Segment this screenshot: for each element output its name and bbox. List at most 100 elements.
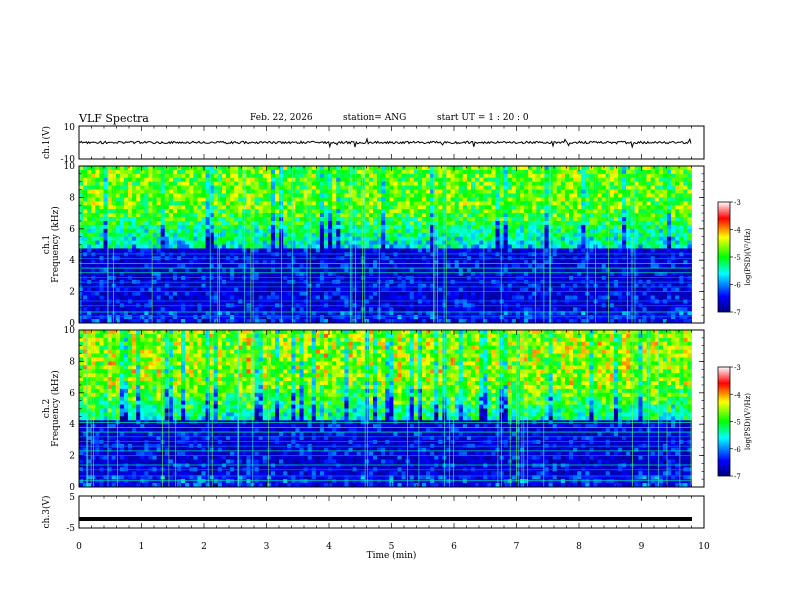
ch1-spectrogram-cell xyxy=(230,315,235,320)
ch1-spectrogram-cell xyxy=(479,220,484,226)
ch1-spectrogram-cell xyxy=(585,213,590,218)
ch1-spectrogram-cell xyxy=(507,299,513,304)
ch1-spectrogram-cell xyxy=(246,177,251,183)
ch1-spectrogram-cell xyxy=(213,268,219,273)
ch1-spectrogram-cell xyxy=(262,311,268,316)
ch1-spectrogram-cell xyxy=(144,220,149,226)
ch1-spectrogram-cell xyxy=(336,299,341,304)
ch1-spectrogram-cell xyxy=(234,268,239,273)
ch1-spectrogram-cell xyxy=(454,248,460,253)
ch1-spectrogram-cell xyxy=(373,268,378,273)
ch1-spectrogram-cell xyxy=(434,224,439,230)
ch1-spectrogram-cell xyxy=(172,205,178,210)
ch1-spectrogram-cell xyxy=(581,181,586,187)
ch1-spectrogram-cell xyxy=(499,295,505,300)
ch1-spectrogram-cell xyxy=(352,166,358,171)
ch1-spectrogram-cell xyxy=(99,244,104,249)
ch1-spectrogram-cell xyxy=(128,260,133,265)
ch1-spectrogram-cell xyxy=(295,271,300,277)
ch1-spectrogram-cell xyxy=(564,217,570,222)
ch1-spectrogram-cell xyxy=(238,260,243,265)
ch1-spectrogram-cell xyxy=(483,311,488,316)
ch1-spectrogram-cell xyxy=(417,275,423,281)
ch1-spectrogram-cell xyxy=(295,197,300,202)
ch1-spectrogram-cell xyxy=(123,232,129,238)
ch1-spectrogram-cell xyxy=(246,268,251,273)
ch1-spectrogram-cell xyxy=(177,193,182,198)
ch1-spectrogram-cell xyxy=(487,228,492,234)
ch1-spectrogram-cell xyxy=(319,205,325,210)
ch1-spectrogram-cell xyxy=(209,224,215,230)
ch1-spectrogram-cell xyxy=(548,287,554,293)
ch1-spectrogram-cell xyxy=(503,205,509,210)
ch1-spectrogram-cell xyxy=(91,197,96,202)
ch1-spectrogram-cell xyxy=(254,205,260,210)
ch1-spectrogram-cell xyxy=(140,220,145,226)
ch1-spectrogram-cell xyxy=(348,319,353,324)
ch1-spectrogram-cell xyxy=(536,224,541,230)
ch1-spectrogram-cell xyxy=(438,264,443,269)
ch1-spectrogram-cell xyxy=(328,311,333,316)
ch1-spectrogram-cell xyxy=(368,271,374,277)
ch1-spectrogram-cell xyxy=(454,252,460,257)
ch1-spectrogram-cell xyxy=(291,283,296,289)
ch1-spectrogram-cell xyxy=(364,181,370,187)
ch1-spectrogram-cell xyxy=(201,224,206,230)
ch1-spectrogram-cell xyxy=(552,315,558,320)
ch1-spectrogram-cell xyxy=(156,295,162,300)
ch1-spectrogram-cell xyxy=(548,248,554,253)
ch1-spectrogram-cell xyxy=(291,213,296,218)
ch1-spectrogram-cell xyxy=(115,173,121,179)
ch1-spectrogram-cell xyxy=(446,299,451,304)
ch1-spectrogram-cell xyxy=(193,193,198,198)
ch1-spectrogram-cell xyxy=(213,193,219,198)
ch1-spectrogram-cell xyxy=(238,271,243,277)
ch1-spectrogram-cell xyxy=(520,181,525,187)
ch1-spectrogram-cell xyxy=(466,307,472,312)
ch1-spectrogram-cell xyxy=(364,248,370,253)
ch1-spectrogram-cell xyxy=(556,236,562,241)
ch1-spectrogram-cell xyxy=(189,283,194,289)
ch1-spectrogram-cell xyxy=(311,291,317,296)
ch1-spectrogram-cell xyxy=(397,213,402,218)
ch1-spectrogram-cell xyxy=(128,232,133,238)
ch1-spectrogram-cell xyxy=(140,189,145,194)
ch1-spectrogram-cell xyxy=(368,224,374,230)
ch1-spectrogram-cell xyxy=(258,232,264,238)
ch1-spectrogram-cell xyxy=(495,264,500,269)
ch1-spectrogram-cell xyxy=(569,173,574,179)
ch1-spectrogram-cell xyxy=(336,287,341,293)
ch1-spectrogram-cell xyxy=(328,213,333,218)
ch1-spectrogram-cell xyxy=(152,311,157,316)
ch1-spectrogram-cell xyxy=(430,228,435,234)
ch1-spectrogram-cell xyxy=(413,166,419,171)
ch1-spectrogram-cell xyxy=(438,166,443,171)
ch1-spectrogram-cell xyxy=(217,271,223,277)
ch1-spectrogram-cell xyxy=(213,287,219,293)
ch1-spectrogram-cell xyxy=(328,319,333,324)
ch1-spectrogram-cell xyxy=(230,291,235,296)
ch1-spectrogram-cell xyxy=(491,307,496,312)
ch1-spectrogram-cell xyxy=(217,264,223,269)
ch1-spectrogram-cell xyxy=(466,260,472,265)
ch1-spectrogram-cell xyxy=(152,197,157,202)
ch1-spectrogram-cell xyxy=(315,169,321,175)
ch1-spectrogram-cell xyxy=(560,173,566,179)
ch1-spectrogram-cell xyxy=(348,248,353,253)
ch1-spectrogram-cell xyxy=(364,299,370,304)
ch1-spectrogram-cell xyxy=(507,181,513,187)
ch1-spectrogram-cell xyxy=(262,240,268,245)
ch1-spectrogram-cell xyxy=(213,307,219,312)
ch1-spectrogram-cell xyxy=(172,240,178,245)
ch1-spectrogram-cell xyxy=(303,181,309,187)
ch1-spectrogram-cell xyxy=(585,252,590,257)
ch1-spectrogram-cell xyxy=(442,173,447,179)
ch1-spectrogram-cell xyxy=(193,315,198,320)
ch1-spectrogram-cell xyxy=(458,283,464,289)
ch1-spectrogram-cell xyxy=(552,193,558,198)
ch1-spectrogram-cell xyxy=(266,291,272,296)
ch1-spectrogram-cell xyxy=(185,264,190,269)
ch1-spectrogram-cell xyxy=(552,236,558,241)
ch1-spectrogram-cell xyxy=(148,173,153,179)
ch1-spectrogram-cell xyxy=(471,193,476,198)
